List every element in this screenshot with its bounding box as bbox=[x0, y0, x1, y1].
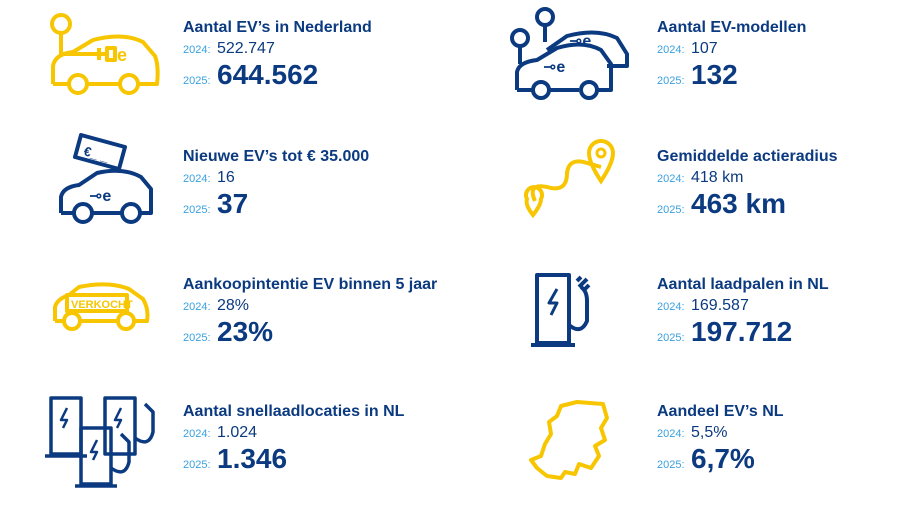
value-2024: 28% bbox=[217, 297, 250, 314]
svg-text:⊸e: ⊸e bbox=[543, 59, 565, 76]
value-2024: 418 km bbox=[691, 169, 744, 186]
stat-title: Gemiddelde actieradius bbox=[657, 148, 838, 165]
stat-title: Aandeel EV’s NL bbox=[657, 403, 784, 420]
value-2024: 107 bbox=[691, 40, 718, 57]
value-2025: 644.562 bbox=[217, 59, 319, 90]
stat-average-range: Gemiddelde actieradius 2024: 418 km 2025:… bbox=[517, 139, 900, 253]
stat-charging-points: Aantal laadpalen in NL 2024: 169.587 2025… bbox=[517, 271, 900, 381]
svg-text:e: e bbox=[117, 45, 127, 65]
stat-new-ev-under-35000: €_ _ ⊸e Nieuwe EV’s tot € 35.000 2024: 16… bbox=[43, 133, 483, 253]
stat-title: Aankoopintentie EV binnen 5 jaar bbox=[183, 276, 438, 293]
value-2025: 6,7% bbox=[691, 443, 755, 474]
stat-ev-count: e Aantal EV’s in Nederland 2024: 522.747 … bbox=[43, 13, 483, 124]
stat-ev-models: ⊸e ⊸e Aantal EV-modellen 2024: 107 2025: 1… bbox=[510, 7, 900, 124]
stat-title: Nieuwe EV’s tot € 35.000 bbox=[183, 148, 370, 165]
year-label-2024: 2024: bbox=[657, 428, 685, 440]
value-2025: 463 km bbox=[691, 188, 786, 219]
value-2024: 1.024 bbox=[217, 424, 258, 441]
value-2025: 197.712 bbox=[691, 316, 793, 347]
charging-station-icon bbox=[517, 271, 647, 371]
ev-car-plug-icon: e bbox=[43, 13, 173, 114]
value-2025: 1.346 bbox=[217, 443, 288, 474]
stat-ev-share-nl: Aandeel EV’s NL 2024: 5,5% 2025: 6,7% bbox=[517, 398, 900, 508]
stat-fast-charging-locations: Aantal snellaadlocaties in NL 2024: 1.024… bbox=[43, 396, 483, 508]
year-label-2025: 2025: bbox=[183, 204, 211, 216]
svg-text:⊸e: ⊸e bbox=[569, 33, 591, 50]
stat-title: Aantal laadpalen in NL bbox=[657, 276, 829, 293]
stat-title: Aantal EV-modellen bbox=[657, 19, 807, 36]
year-label-2025: 2025: bbox=[657, 332, 685, 344]
year-label-2024: 2024: bbox=[657, 44, 685, 56]
year-label-2024: 2024: bbox=[657, 173, 685, 185]
ev-models-icon: ⊸e ⊸e bbox=[510, 7, 647, 114]
value-2024: 16 bbox=[217, 169, 235, 186]
stat-title: Aantal EV’s in Nederland bbox=[183, 19, 372, 36]
year-label-2025: 2025: bbox=[183, 75, 211, 87]
value-2024: 5,5% bbox=[691, 424, 728, 441]
year-label-2024: 2024: bbox=[657, 301, 685, 313]
sold-sign-text: VERKOCHT bbox=[71, 299, 133, 311]
year-label-2024: 2024: bbox=[183, 173, 211, 185]
value-2024: 522.747 bbox=[217, 40, 275, 57]
year-label-2025: 2025: bbox=[657, 459, 685, 471]
value-2025: 37 bbox=[217, 188, 249, 219]
year-label-2024: 2024: bbox=[183, 301, 211, 313]
year-label-2025: 2025: bbox=[657, 204, 685, 216]
svg-text:⊸e: ⊸e bbox=[89, 188, 111, 205]
value-2025: 23% bbox=[217, 316, 274, 347]
year-label-2025: 2025: bbox=[183, 459, 211, 471]
stat-purchase-intention: VERKOCHT Aankoopintentie EV binnen 5 jaa… bbox=[43, 271, 483, 381]
ev-price-tag-icon: €_ _ ⊸e bbox=[43, 133, 173, 243]
value-2024: 169.587 bbox=[691, 297, 749, 314]
year-label-2024: 2024: bbox=[183, 44, 211, 56]
value-2025: 132 bbox=[691, 59, 738, 90]
stat-title: Aantal snellaadlocaties in NL bbox=[183, 403, 405, 420]
netherlands-map-icon bbox=[517, 398, 647, 498]
route-pin-icon bbox=[517, 139, 647, 243]
year-label-2024: 2024: bbox=[183, 428, 211, 440]
sold-car-icon: VERKOCHT bbox=[43, 271, 173, 371]
fast-charging-stations-icon bbox=[43, 396, 173, 498]
price-tag-text: €_ _ bbox=[82, 143, 111, 164]
year-label-2025: 2025: bbox=[183, 332, 211, 344]
year-label-2025: 2025: bbox=[657, 75, 685, 87]
